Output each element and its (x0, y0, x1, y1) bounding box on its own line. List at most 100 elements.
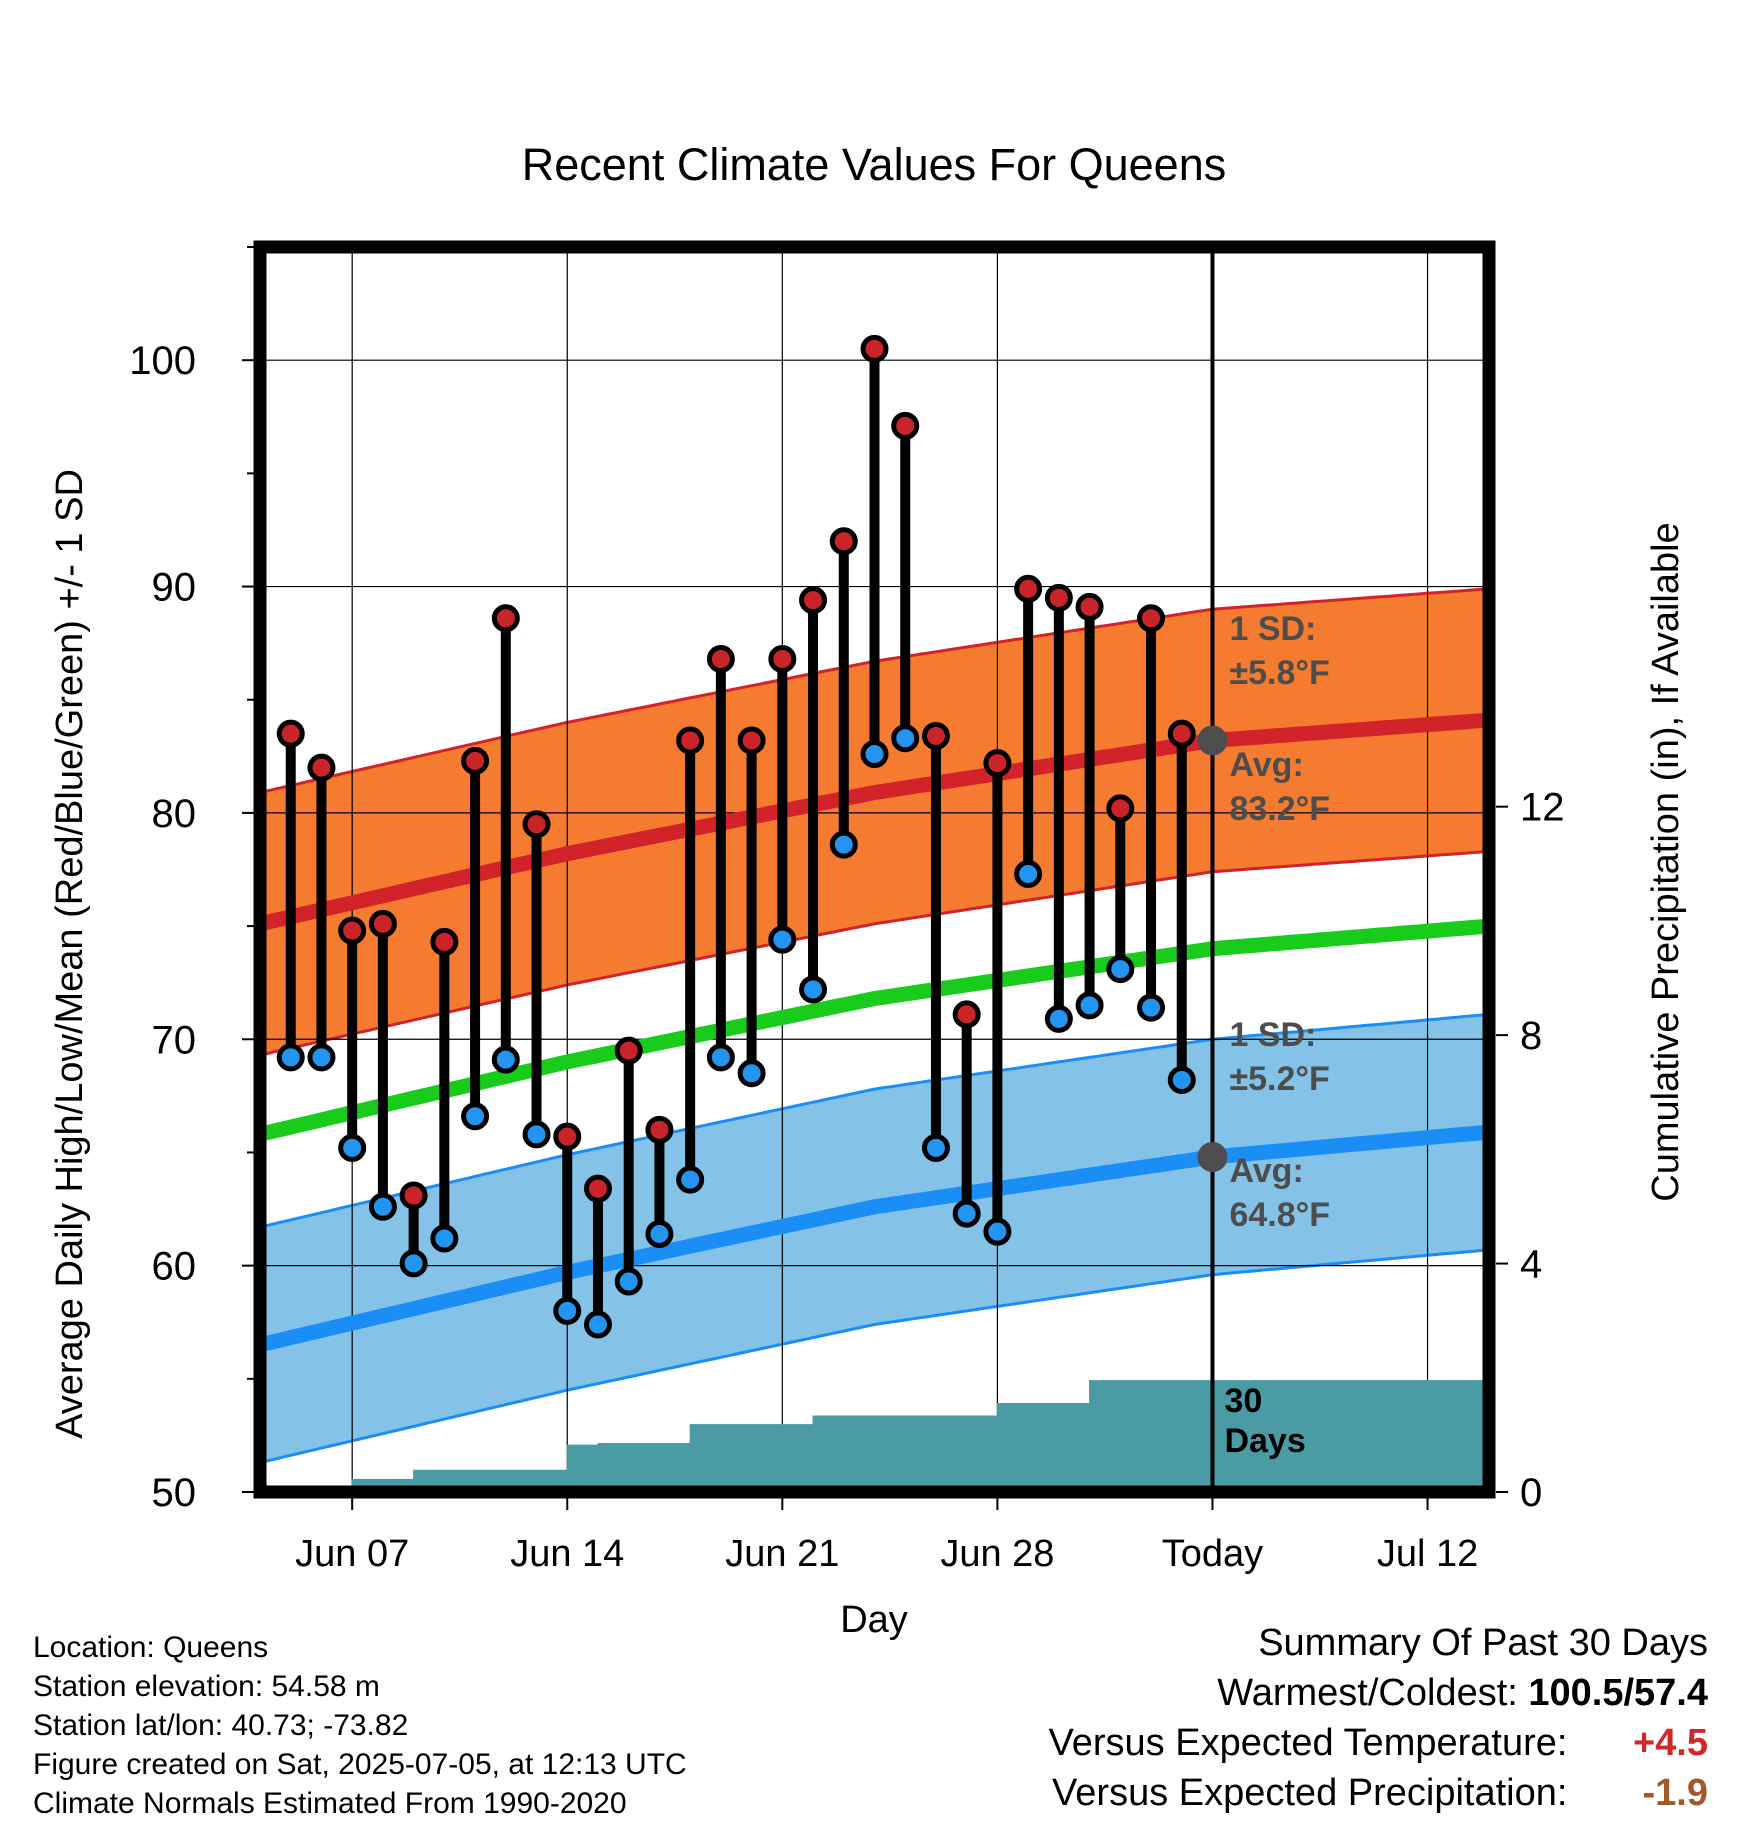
y-left-tick-label-1: 60 (152, 1245, 197, 1289)
normal-mean-line (258, 918, 1490, 1142)
daily-high-marker-11 (614, 1036, 643, 1065)
daily-low-marker-9 (553, 1296, 582, 1325)
high-sd-label: 1 SD: (1229, 610, 1316, 648)
low-sd-band-upper-edge (259, 1012, 1490, 1229)
high-sd-band-lower-edge (259, 849, 1490, 1057)
daily-high-marker-7 (491, 604, 520, 633)
warmest-coldest-label: Warmest/Coldest: (1217, 1672, 1518, 1714)
daily-high-marker-2 (338, 916, 367, 945)
low-sd-band-lower-edge (259, 1248, 1490, 1465)
daily-high-marker-16 (768, 644, 797, 673)
normal-low-line (258, 1124, 1490, 1353)
y-axis-label-left: Average Daily High/Low/Mean (Red/Blue/Gr… (49, 469, 91, 1439)
daily-low-marker-15 (737, 1059, 766, 1088)
daily-low-marker-8 (522, 1120, 551, 1149)
daily-low-marker-1 (307, 1043, 336, 1072)
low-sd-label: 1 SD: (1229, 1016, 1316, 1054)
daily-high-marker-21 (921, 721, 950, 750)
daily-high-marker-29 (1167, 719, 1196, 748)
daily-low-marker-16 (768, 925, 797, 954)
low-sd-value: ±5.2°F (1229, 1060, 1329, 1098)
summary-precipitation: Versus Expected Precipitation: -1.9 (1049, 1768, 1708, 1818)
daily-high-marker-24 (1014, 574, 1043, 603)
daily-low-marker-22 (952, 1199, 981, 1228)
daily-low-marker-26 (1075, 991, 1104, 1020)
daily-high-marker-1 (307, 753, 336, 782)
precipitation-delta-label: Versus Expected Precipitation: (1052, 1772, 1568, 1814)
daily-low-marker-20 (891, 724, 920, 753)
normals-text: Climate Normals Estimated From 1990-2020 (33, 1787, 627, 1820)
daily-low-marker-11 (614, 1267, 643, 1296)
low-avg-label: Avg: (1229, 1152, 1303, 1190)
x-tick-label-5: Jul 12 (1377, 1533, 1478, 1575)
x-tick-label-1: Jun 14 (510, 1533, 624, 1575)
y-right-tick-label-0: 0 (1520, 1471, 1542, 1515)
precip-label-line1: 30 (1224, 1382, 1262, 1420)
daily-low-marker-28 (1137, 993, 1166, 1022)
daily-high-marker-27 (1106, 794, 1135, 823)
daily-high-marker-17 (799, 586, 828, 615)
high-avg-value: 83.2°F (1229, 790, 1330, 828)
daily-low-marker-13 (676, 1165, 705, 1194)
summary-temperature: Versus Expected Temperature: +4.5 (1049, 1718, 1708, 1768)
chart-title: Recent Climate Values For Queens (522, 139, 1227, 190)
daily-low-marker-18 (829, 830, 858, 859)
daily-low-marker-14 (706, 1043, 735, 1072)
temperature-delta-label: Versus Expected Temperature: (1048, 1722, 1568, 1764)
daily-high-marker-18 (829, 527, 858, 556)
daily-low-marker-17 (799, 975, 828, 1004)
x-axis-label: Day (840, 1599, 908, 1641)
daily-high-marker-10 (583, 1174, 612, 1203)
y-axis-label-right: Cumulative Precipitation (in), If Availa… (1645, 522, 1687, 1201)
daily-high-marker-26 (1075, 592, 1104, 621)
daily-high-marker-22 (952, 1000, 981, 1029)
daily-low-marker-0 (276, 1043, 305, 1072)
daily-low-marker-4 (399, 1249, 428, 1278)
daily-high-marker-13 (676, 726, 705, 755)
daily-high-marker-12 (645, 1115, 674, 1144)
y-right-tick-label-1: 4 (1520, 1243, 1542, 1287)
high-avg-label: Avg: (1229, 746, 1303, 784)
daily-high-marker-23 (983, 749, 1012, 778)
high-sd-value: ±5.8°F (1229, 654, 1329, 692)
summary-title: Summary Of Past 30 Days (1258, 1622, 1708, 1664)
daily-low-marker-5 (430, 1224, 459, 1253)
daily-high-marker-4 (399, 1181, 428, 1210)
location-text: Location: Queens (33, 1631, 269, 1664)
daily-low-marker-6 (461, 1102, 490, 1131)
daily-low-marker-27 (1106, 955, 1135, 984)
daily-low-marker-29 (1167, 1066, 1196, 1095)
y-left-tick-label-3: 80 (152, 792, 197, 836)
daily-high-marker-25 (1044, 583, 1073, 612)
precipitation-area (260, 1380, 1490, 1493)
daily-high-marker-14 (706, 644, 735, 673)
elevation-text: Station elevation: 54.58 m (33, 1670, 380, 1703)
daily-low-marker-7 (491, 1045, 520, 1074)
y-left-tick-label-2: 70 (152, 1018, 197, 1062)
daily-high-marker-0 (276, 719, 305, 748)
temperature-delta-value: +4.5 (1632, 1722, 1708, 1764)
daily-low-marker-10 (583, 1310, 612, 1339)
daily-low-marker-3 (368, 1192, 397, 1221)
today-high-normal-marker (1197, 725, 1228, 756)
daily-low-marker-12 (645, 1219, 674, 1248)
y-left-tick-label-4: 90 (152, 566, 197, 610)
daily-high-marker-6 (461, 746, 490, 775)
daily-high-marker-5 (430, 927, 459, 956)
created-text: Figure created on Sat, 2025-07-05, at 12… (33, 1748, 687, 1781)
daily-high-marker-15 (737, 726, 766, 755)
daily-low-marker-19 (860, 740, 889, 769)
station-info: Location: Queens Station elevation: 54.5… (33, 1628, 687, 1823)
daily-low-marker-23 (983, 1217, 1012, 1246)
daily-high-marker-9 (553, 1122, 582, 1151)
x-tick-label-0: Jun 07 (295, 1533, 409, 1575)
precipitation-delta-value: -1.9 (1642, 1772, 1708, 1814)
latlon-text: Station lat/lon: 40.73; -73.82 (33, 1709, 409, 1742)
daily-high-marker-20 (891, 411, 920, 440)
summary-panel: Summary Of Past 30 Days Warmest/Coldest:… (1049, 1618, 1708, 1818)
y-right-tick-label-2: 8 (1520, 1014, 1542, 1058)
x-tick-label-3: Jun 28 (940, 1533, 1054, 1575)
y-left-tick-label-5: 100 (129, 339, 196, 383)
warmest-coldest-value: 100.5/57.4 (1528, 1672, 1708, 1714)
